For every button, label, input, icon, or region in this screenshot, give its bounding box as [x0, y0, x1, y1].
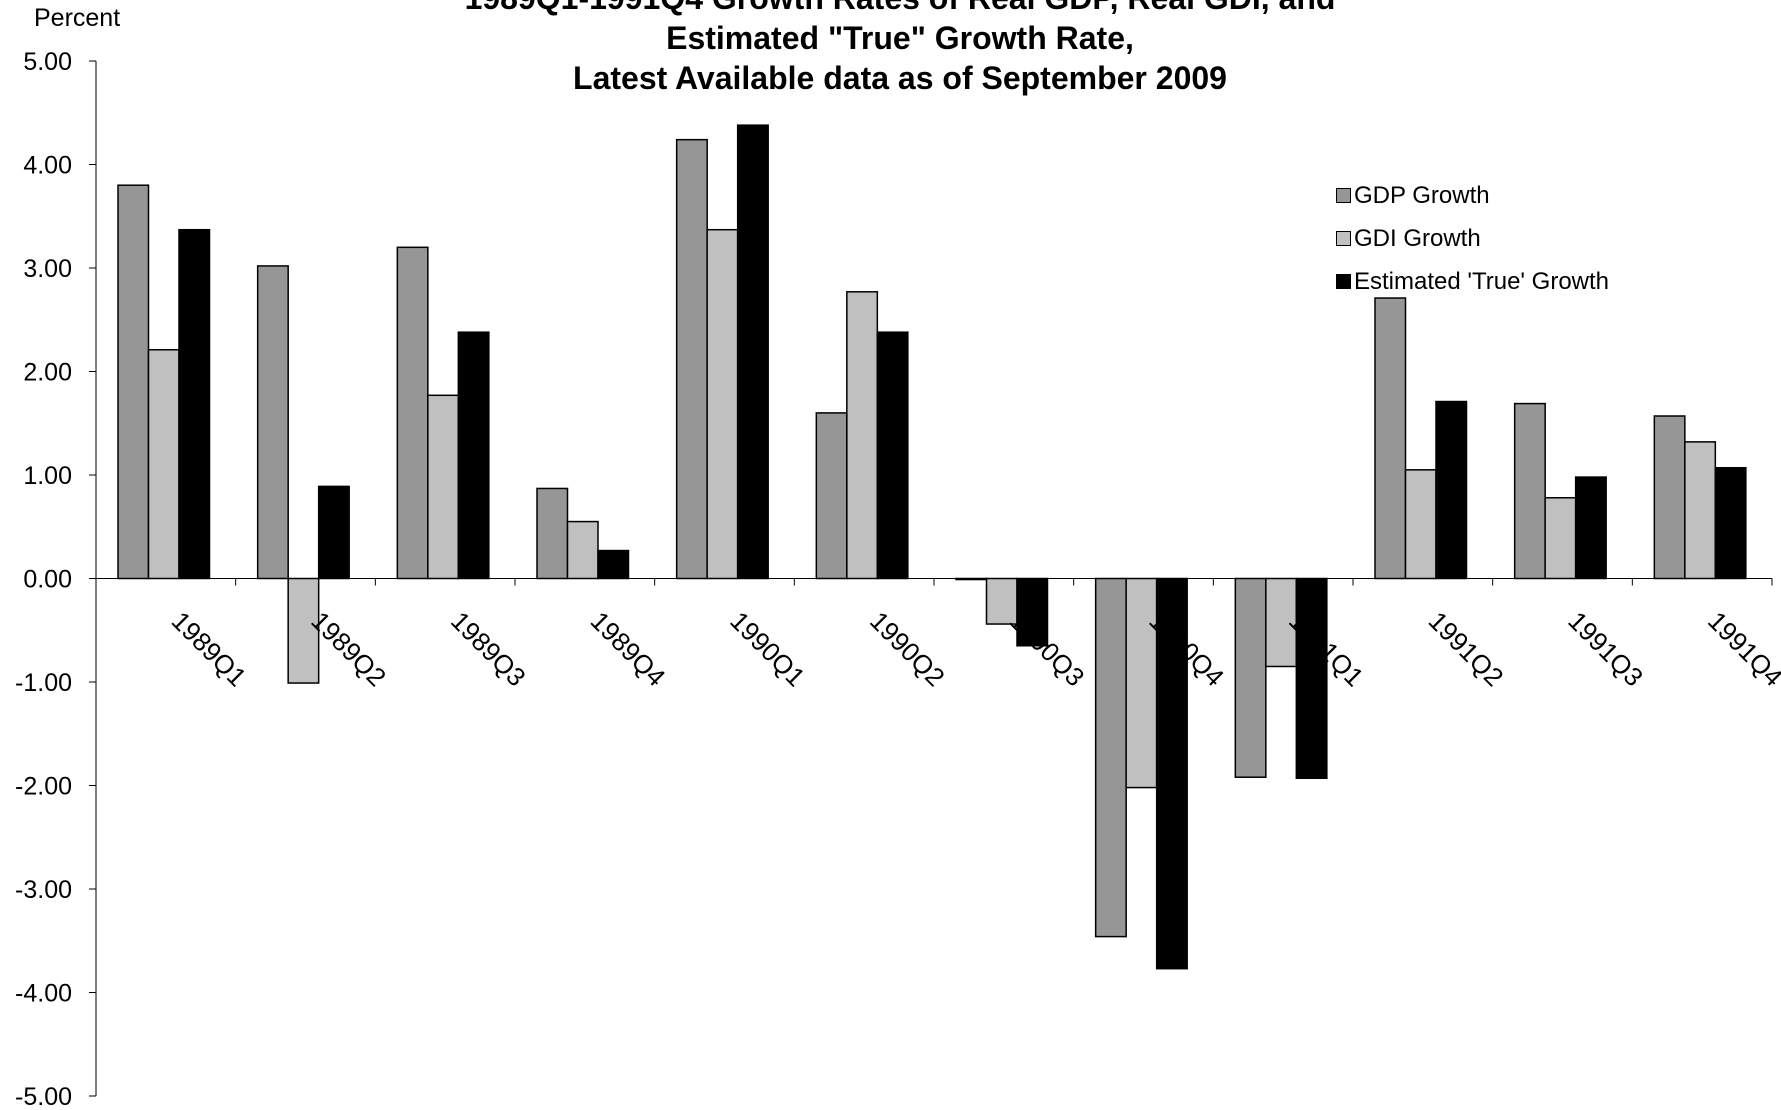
legend-swatch-gdp [1336, 188, 1351, 203]
legend-item-gdp: GDP Growth [1336, 174, 1609, 217]
bar-1991q2-s2 [1435, 400, 1468, 580]
bar-1989q2-s0 [256, 265, 289, 580]
bar-1990q1-s2 [736, 124, 769, 580]
x-tick-label: 1991Q3 [1562, 606, 1649, 693]
y-tick-label: 2.00 [23, 359, 72, 387]
bar-1991q4-s0 [1653, 415, 1686, 580]
bar-1990q1-s1 [706, 228, 739, 580]
legend-swatch-gdi [1336, 231, 1351, 246]
legend: GDP Growth GDI Growth Estimated 'True' G… [1336, 174, 1609, 303]
bar-1989q4-s1 [566, 520, 599, 580]
legend-label-true: Estimated 'True' Growth [1354, 267, 1610, 295]
x-tick-labels: 1989Q1 1989Q2 1989Q3 1989Q4 1990Q1 1990Q2 1990… [166, 606, 1781, 693]
bar-1990q4-s0 [1094, 577, 1127, 938]
chart-title-line-2: Estimated "True" Growth Rate, [666, 20, 1134, 56]
bar-1989q3-s0 [396, 246, 429, 580]
bar-1989q4-s2 [597, 549, 630, 580]
y-tick-label: 3.00 [23, 255, 72, 283]
chart-title-line-1: 1989Q1-1991Q4 Growth Rates of Real GDP, … [380, 0, 1420, 18]
bars-layer [117, 124, 1747, 970]
legend-swatch-true [1336, 274, 1351, 289]
bar-1991q2-s0 [1374, 297, 1407, 580]
y-tick-label: -2.00 [15, 773, 72, 801]
legend-item-true: Estimated 'True' Growth [1336, 260, 1609, 303]
y-tick-labels: 5.00 4.00 3.00 2.00 1.00 0.00 -1.00 -2.00 -3.00 -… [15, 48, 72, 1110]
bar-1991q3-s1 [1544, 497, 1577, 580]
bar-1990q4-s2 [1155, 577, 1188, 970]
x-tick-label: 1991Q2 [1423, 606, 1510, 693]
x-tick-label: 1989Q4 [585, 606, 672, 693]
bar-1989q1-s1 [147, 349, 180, 580]
chart-title: 1989Q1-1991Q4 Growth Rates of Real GDP, … [380, 0, 1420, 98]
bar-1991q2-s1 [1404, 469, 1437, 580]
bar-1990q1-s0 [675, 138, 708, 580]
bar-1989q1-s2 [178, 228, 211, 580]
bar-1991q3-s2 [1574, 476, 1607, 580]
bar-1990q3-s2 [1016, 577, 1049, 647]
y-tick-label: -3.00 [15, 876, 72, 904]
bar-1990q2-s2 [876, 331, 909, 580]
x-tick-label: 1990Q1 [724, 606, 811, 693]
bar-1991q4-s2 [1714, 467, 1747, 580]
legend-label-gdp: GDP Growth [1354, 181, 1490, 209]
bar-1989q2-s2 [317, 485, 350, 580]
axes-layer [89, 60, 1773, 1097]
bar-1989q3-s2 [457, 331, 490, 580]
bar-1991q3-s0 [1513, 402, 1546, 580]
bar-1989q4-s0 [536, 487, 569, 580]
x-tick-label: 1990Q2 [864, 606, 951, 693]
y-tick-label: -1.00 [15, 669, 72, 697]
y-tick-label: -4.00 [15, 980, 72, 1008]
bar-1991q1-s2 [1295, 577, 1328, 780]
x-tick-label: 1989Q1 [166, 606, 253, 693]
y-tick-label: 0.00 [23, 566, 72, 594]
bar-1991q1-s0 [1234, 577, 1267, 778]
legend-item-gdi: GDI Growth [1336, 217, 1609, 260]
bar-1990q4-s1 [1125, 577, 1158, 789]
y-tick-label: 1.00 [23, 462, 72, 490]
bar-1989q3-s1 [427, 394, 460, 580]
bar-1990q2-s0 [815, 412, 848, 580]
y-tick-label: -5.00 [15, 1083, 72, 1110]
y-tick-label: 4.00 [23, 152, 72, 180]
y-axis-label: Percent [34, 4, 121, 32]
chart-title-line-3: Latest Available data as of September 20… [573, 60, 1227, 96]
bar-1991q4-s1 [1684, 441, 1717, 580]
x-tick-label: 1991Q4 [1702, 606, 1781, 693]
x-tick-label: 1989Q3 [445, 606, 532, 693]
y-tick-label: 5.00 [23, 48, 72, 76]
bar-1990q2-s1 [846, 291, 879, 580]
bar-1989q1-s0 [117, 184, 150, 580]
legend-label-gdi: GDI Growth [1354, 224, 1481, 252]
